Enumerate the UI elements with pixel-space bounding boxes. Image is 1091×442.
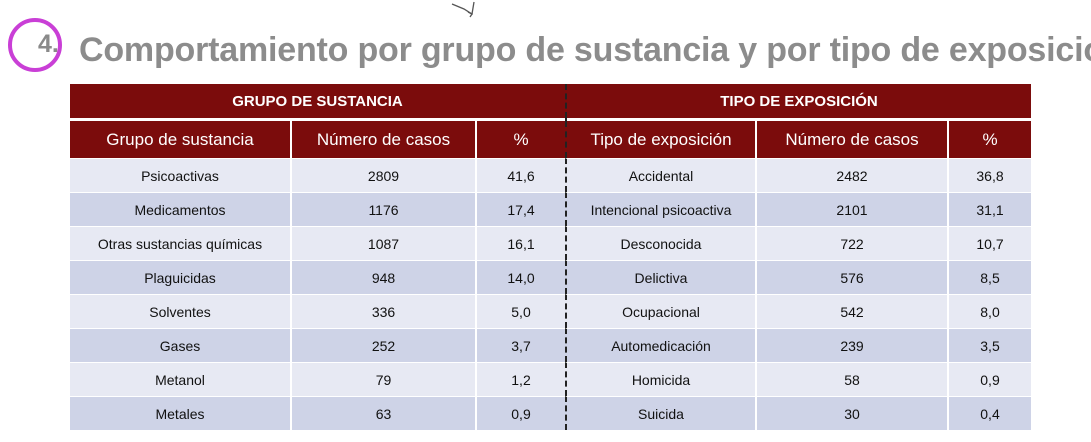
table-row: Metanol 79 1,2 Homicida 58 0,9 bbox=[70, 362, 1032, 396]
table-row: Otras sustancias químicas 1087 16,1 Descono… bbox=[70, 226, 1032, 260]
column-header: % bbox=[947, 121, 1032, 158]
table-cell: 8,5 bbox=[947, 260, 1032, 294]
table-cell: 8,0 bbox=[947, 294, 1032, 328]
table-cell: 0,9 bbox=[947, 362, 1032, 396]
table-cell: 3,7 bbox=[475, 328, 565, 362]
page-title: Comportamiento por grupo de sustancia y … bbox=[79, 31, 1091, 69]
table-row: Medicamentos 1176 17,4 Intencional psicoact… bbox=[70, 192, 1032, 226]
column-header: Grupo de sustancia bbox=[70, 121, 290, 158]
table-cell: Ocupacional bbox=[565, 294, 755, 328]
column-header: Tipo de exposición bbox=[565, 121, 755, 158]
table-cell: 36,8 bbox=[947, 158, 1032, 192]
table-cell: Suicida bbox=[565, 396, 755, 430]
table-row: Metales 63 0,9 Suicida 30 0,4 bbox=[70, 396, 1032, 430]
table-cell: 1087 bbox=[290, 226, 475, 260]
table-row: Plaguicidas 948 14,0 Delictiva 576 8,5 bbox=[70, 260, 1032, 294]
table-cell: 14,0 bbox=[475, 260, 565, 294]
section-header-grupo: GRUPO DE SUSTANCIA bbox=[70, 84, 565, 118]
table-cell: 58 bbox=[755, 362, 947, 396]
table-cell: 31,1 bbox=[947, 192, 1032, 226]
table-cell: 2101 bbox=[755, 192, 947, 226]
table-row: Psicoactivas 2809 41,6 Accidental 2482 36,8 bbox=[70, 158, 1032, 192]
table-row: Solventes 336 5,0 Ocupacional 542 8,0 bbox=[70, 294, 1032, 328]
table-cell: Gases bbox=[70, 328, 290, 362]
table-cell: 0,9 bbox=[475, 396, 565, 430]
table-cell: Otras sustancias químicas bbox=[70, 226, 290, 260]
table-cell: 336 bbox=[290, 294, 475, 328]
table-cell: 41,6 bbox=[475, 158, 565, 192]
section-header-tipo: TIPO DE EXPOSICIÓN bbox=[565, 84, 1032, 118]
table-cell: Plaguicidas bbox=[70, 260, 290, 294]
table-cell: 948 bbox=[290, 260, 475, 294]
table-cell: 542 bbox=[755, 294, 947, 328]
table-cell: 0,4 bbox=[947, 396, 1032, 430]
table-cell: Delictiva bbox=[565, 260, 755, 294]
table-cell: 1,2 bbox=[475, 362, 565, 396]
table-cell: 252 bbox=[290, 328, 475, 362]
table-cell: 2482 bbox=[755, 158, 947, 192]
table-cell: Medicamentos bbox=[70, 192, 290, 226]
cursor-icon bbox=[451, 1, 475, 18]
table-cell: 30 bbox=[755, 396, 947, 430]
table-cell: Automedicación bbox=[565, 328, 755, 362]
table-cell: 3,5 bbox=[947, 328, 1032, 362]
table-row: Gases 252 3,7 Automedicación 239 3,5 bbox=[70, 328, 1032, 362]
table-cell: 239 bbox=[755, 328, 947, 362]
table-cell: 16,1 bbox=[475, 226, 565, 260]
table-cell: Intencional psicoactiva bbox=[565, 192, 755, 226]
table-cell: 17,4 bbox=[475, 192, 565, 226]
table-cell: Solventes bbox=[70, 294, 290, 328]
table-cell: Metales bbox=[70, 396, 290, 430]
column-header: Número de casos bbox=[755, 121, 947, 158]
table-cell: 5,0 bbox=[475, 294, 565, 328]
column-header: Número de casos bbox=[290, 121, 475, 158]
table-cell: 1176 bbox=[290, 192, 475, 226]
column-header: % bbox=[475, 121, 565, 158]
section-badge-circle bbox=[8, 18, 62, 72]
table-cell: Desconocida bbox=[565, 226, 755, 260]
table-cell: Psicoactivas bbox=[70, 158, 290, 192]
table-cell: 722 bbox=[755, 226, 947, 260]
table-cell: Accidental bbox=[565, 158, 755, 192]
table-cell: 63 bbox=[290, 396, 475, 430]
data-table: GRUPO DE SUSTANCIA TIPO DE EXPOSICIÓN Gr… bbox=[70, 84, 1032, 430]
table-cell: 10,7 bbox=[947, 226, 1032, 260]
table-cell: 79 bbox=[290, 362, 475, 396]
table-cell: 576 bbox=[755, 260, 947, 294]
table-cell: 2809 bbox=[290, 158, 475, 192]
section-number: 4. bbox=[38, 30, 59, 58]
table-cell: Homicida bbox=[565, 362, 755, 396]
table-cell: Metanol bbox=[70, 362, 290, 396]
